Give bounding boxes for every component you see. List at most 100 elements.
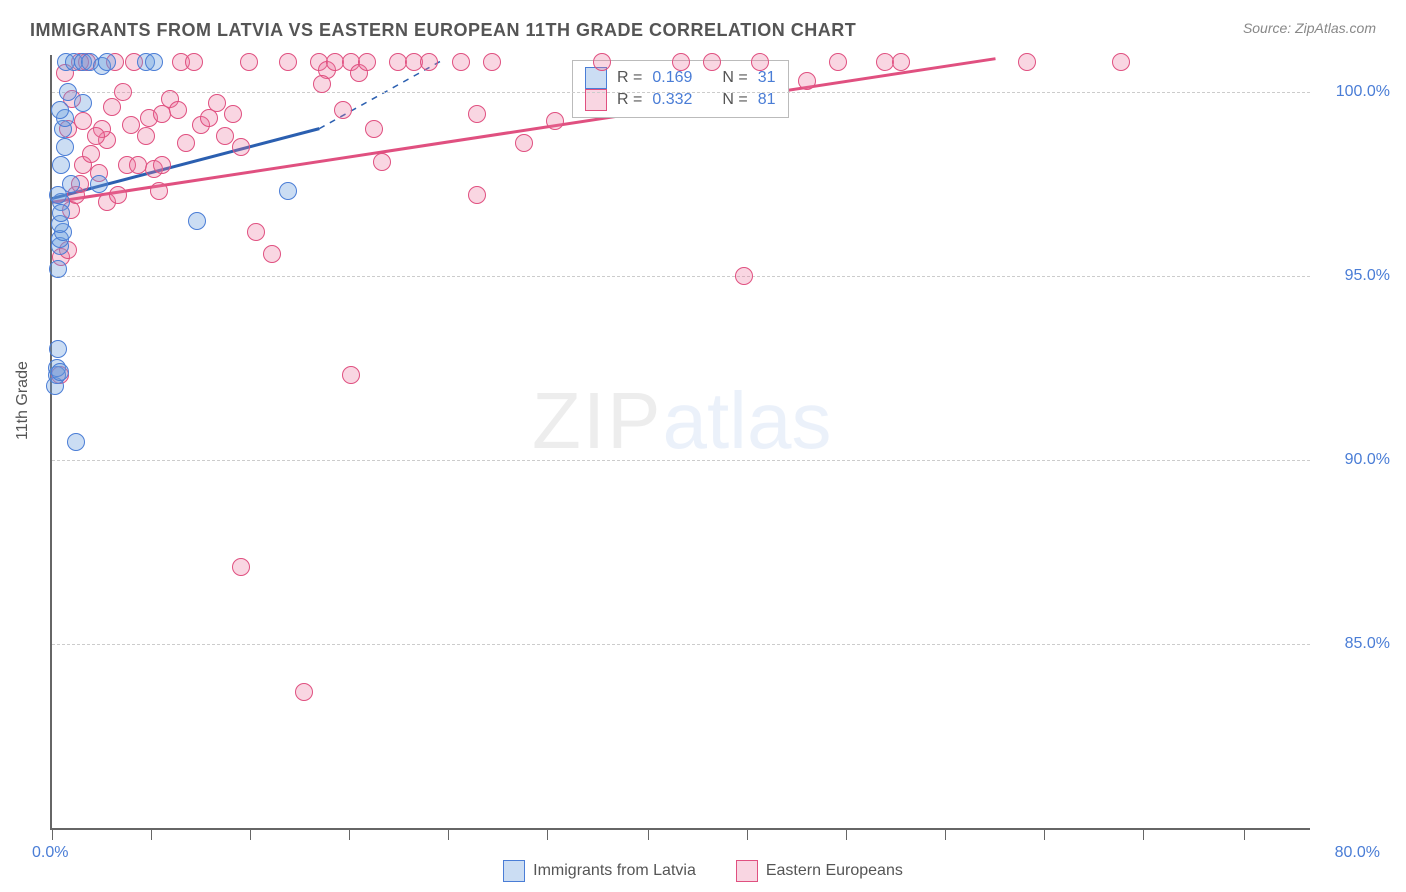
bottom-legend: Immigrants from Latvia Eastern Europeans [0, 860, 1406, 882]
n-label: N = [722, 69, 747, 87]
data-point [593, 53, 611, 71]
data-point [74, 94, 92, 112]
n-label: N = [722, 91, 747, 109]
y-axis-label: 11th Grade [14, 361, 32, 440]
data-point [137, 127, 155, 145]
data-point [342, 366, 360, 384]
data-point [122, 116, 140, 134]
data-point [153, 156, 171, 174]
n-value: 31 [758, 69, 776, 87]
data-point [224, 105, 242, 123]
data-point [82, 145, 100, 163]
data-point [56, 138, 74, 156]
data-point [51, 101, 69, 119]
y-tick-label: 90.0% [1320, 451, 1390, 469]
chart-title: IMMIGRANTS FROM LATVIA VS EASTERN EUROPE… [30, 20, 856, 41]
data-point [420, 53, 438, 71]
source-label: Source: ZipAtlas.com [1243, 20, 1376, 36]
data-point [90, 175, 108, 193]
data-point [279, 182, 297, 200]
data-point [672, 53, 690, 71]
data-point [358, 53, 376, 71]
data-point [59, 83, 77, 101]
y-tick-label: 85.0% [1320, 635, 1390, 653]
legend-item: Immigrants from Latvia [503, 860, 696, 882]
data-point [703, 53, 721, 71]
data-point [150, 182, 168, 200]
data-point [169, 101, 187, 119]
data-point [62, 175, 80, 193]
data-point [67, 433, 85, 451]
data-point [232, 138, 250, 156]
data-point [452, 53, 470, 71]
data-point [279, 53, 297, 71]
x-tick [52, 828, 53, 840]
data-point [208, 94, 226, 112]
x-tick [1244, 828, 1245, 840]
data-point [87, 127, 105, 145]
data-point [365, 120, 383, 138]
r-label: R = [617, 69, 642, 87]
x-tick [547, 828, 548, 840]
data-point [51, 363, 69, 381]
data-point [735, 267, 753, 285]
data-point [232, 558, 250, 576]
x-tick [846, 828, 847, 840]
gridline [52, 276, 1310, 277]
x-tick [151, 828, 152, 840]
data-point [74, 112, 92, 130]
data-point [216, 127, 234, 145]
x-tick [747, 828, 748, 840]
n-value: 81 [758, 91, 776, 109]
x-tick [250, 828, 251, 840]
y-tick-label: 100.0% [1320, 83, 1390, 101]
x-tick [1044, 828, 1045, 840]
data-point [52, 156, 70, 174]
data-point [892, 53, 910, 71]
data-point [145, 53, 163, 71]
data-point [483, 53, 501, 71]
data-point [49, 260, 67, 278]
r-label: R = [617, 91, 642, 109]
x-tick [349, 828, 350, 840]
gridline [52, 92, 1310, 93]
legend-swatch [736, 860, 758, 882]
x-tick [945, 828, 946, 840]
data-point [751, 53, 769, 71]
data-point [52, 204, 70, 222]
data-point [247, 223, 265, 241]
r-value: 0.169 [652, 69, 692, 87]
watermark-atlas: atlas [662, 376, 831, 465]
data-point [49, 340, 67, 358]
x-tick [1143, 828, 1144, 840]
legend-item: Eastern Europeans [736, 860, 903, 882]
legend-label: Immigrants from Latvia [533, 862, 696, 880]
data-point [546, 112, 564, 130]
data-point [468, 105, 486, 123]
data-point [515, 134, 533, 152]
data-point [468, 186, 486, 204]
watermark-zip: ZIP [532, 376, 662, 465]
data-point [798, 72, 816, 90]
data-point [313, 75, 331, 93]
data-point [1018, 53, 1036, 71]
data-point [829, 53, 847, 71]
data-point [295, 683, 313, 701]
data-point [240, 53, 258, 71]
data-point [185, 53, 203, 71]
data-point [1112, 53, 1130, 71]
legend-swatch [503, 860, 525, 882]
data-point [177, 134, 195, 152]
r-value: 0.332 [652, 91, 692, 109]
watermark: ZIPatlas [532, 375, 831, 467]
gridline [52, 460, 1310, 461]
data-point [103, 98, 121, 116]
legend-label: Eastern Europeans [766, 862, 903, 880]
data-point [109, 186, 127, 204]
gridline [52, 644, 1310, 645]
data-point [263, 245, 281, 263]
trend-lines [52, 55, 1310, 828]
data-point [334, 101, 352, 119]
data-point [188, 212, 206, 230]
plot-area: ZIPatlas R = 0.169 N = 31 R = 0.332 N = … [50, 55, 1310, 830]
